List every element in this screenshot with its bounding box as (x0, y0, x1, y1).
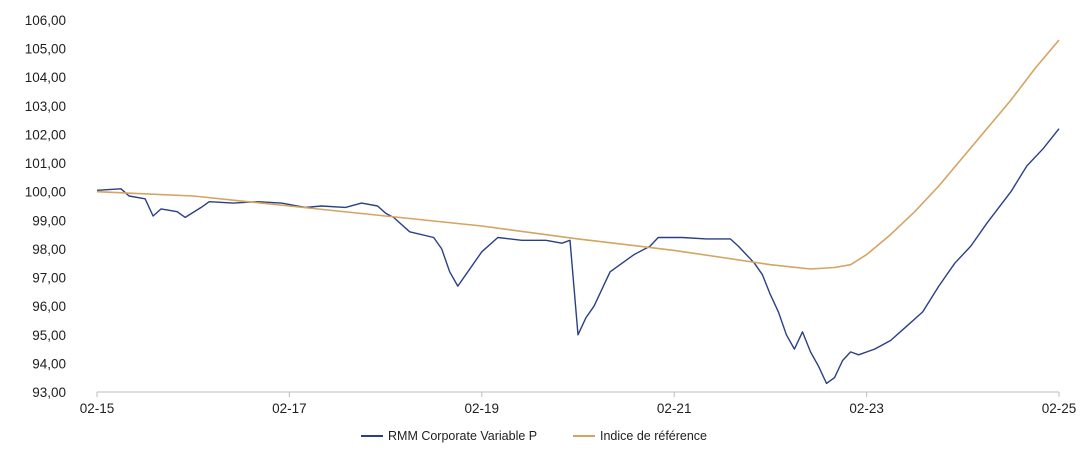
x-tick-label: 02-21 (657, 401, 692, 416)
y-axis: 93,00 94,00 95,00 96,00 97,00 98,00 99,00 100,0… (25, 13, 66, 400)
x-tick-label: 02-25 (1042, 401, 1077, 416)
y-tick-label: 99,00 (32, 213, 66, 228)
y-tick-label: 101,00 (25, 156, 66, 171)
series-layer (97, 40, 1059, 383)
legend: RMM Corporate Variable P Indice de référe… (361, 429, 707, 443)
x-axis: 02-15 02-17 02-19 02-21 02-23 02-25 (80, 392, 1077, 416)
series-line-fund (97, 129, 1059, 384)
y-tick-label: 94,00 (32, 356, 66, 371)
x-tick-label: 02-15 (80, 401, 115, 416)
y-tick-label: 98,00 (32, 242, 66, 257)
y-tick-label: 102,00 (25, 127, 66, 142)
y-tick-label: 105,00 (25, 42, 66, 57)
y-tick-label: 97,00 (32, 271, 66, 286)
x-tick-label: 02-17 (272, 401, 307, 416)
y-tick-label: 95,00 (32, 328, 66, 343)
legend-label: RMM Corporate Variable P (388, 429, 537, 443)
y-tick-label: 103,00 (25, 99, 66, 114)
y-tick-label: 93,00 (32, 385, 66, 400)
legend-label: Indice de référence (600, 429, 707, 443)
y-tick-label: 106,00 (25, 13, 66, 28)
x-tick-label: 02-19 (465, 401, 500, 416)
series-line-benchmark (97, 40, 1059, 269)
y-tick-label: 100,00 (25, 185, 66, 200)
y-tick-label: 96,00 (32, 299, 66, 314)
y-tick-label: 104,00 (25, 70, 66, 85)
x-tick-label: 02-23 (849, 401, 884, 416)
